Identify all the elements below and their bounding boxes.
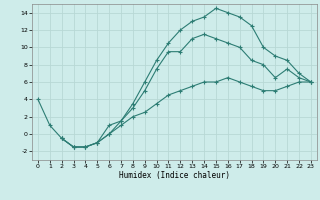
X-axis label: Humidex (Indice chaleur): Humidex (Indice chaleur) [119, 171, 230, 180]
